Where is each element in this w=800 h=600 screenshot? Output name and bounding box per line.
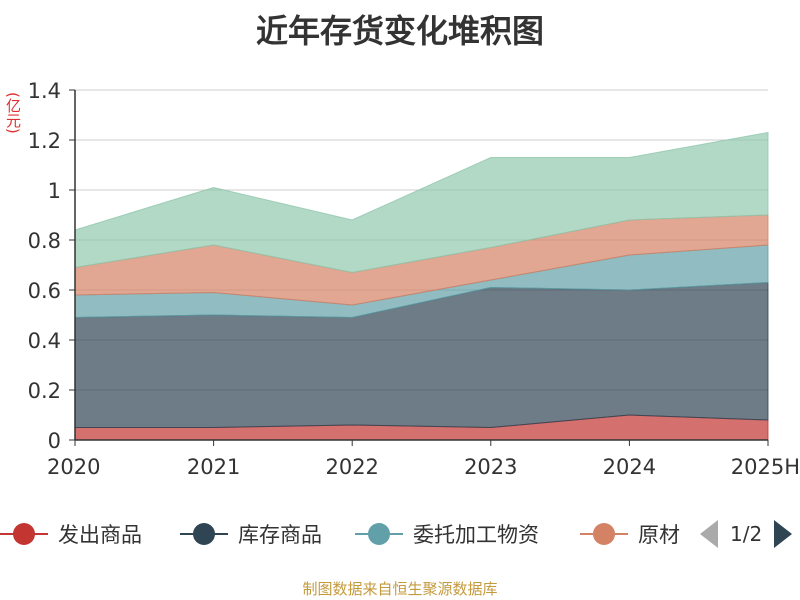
legend-item[interactable]: 委托加工物资 [355, 512, 539, 556]
y-tick-label: 0.2 [28, 379, 61, 403]
chart-title: 近年存货变化堆积图 [255, 12, 544, 50]
y-tick-label: 1.2 [28, 129, 61, 153]
legend-item[interactable]: 原材 [580, 512, 680, 556]
stacked-area-chart: 0 0.2 0.4 0.6 0.8 1 1.2 1.4 2020 2021 2022 2023 2024… [28, 79, 800, 479]
legend: 发出商品 库存商品 委托加工物资 原材 1/2 [0, 512, 800, 556]
legend-swatch-icon [580, 523, 628, 545]
legend-swatch-icon [0, 523, 48, 545]
y-tick-label: 0.8 [28, 229, 61, 253]
area-series-5 [74, 131, 769, 274]
y-tick-label: 0.4 [28, 329, 61, 353]
x-tick-label: 2022 [325, 455, 378, 479]
legend-next-page-icon[interactable] [774, 520, 793, 548]
legend-item[interactable]: 库存商品 [180, 512, 322, 556]
x-tick-label: 2025H [731, 455, 800, 479]
data-source-note: 制图数据来自恒生聚源数据库 [302, 580, 498, 598]
x-tick-label: 2020 [47, 455, 100, 479]
x-tick-label: 2023 [464, 455, 517, 479]
legend-label: 原材 [638, 523, 680, 547]
legend-items: 发出商品 库存商品 委托加工物资 原材 [0, 512, 683, 556]
y-tick-label: 1 [48, 179, 61, 203]
y-tick-label: 1.4 [28, 79, 61, 103]
legend-prev-page-icon[interactable] [700, 520, 718, 548]
x-tick-label: 2021 [187, 455, 240, 479]
y-tick-label: 0 [48, 429, 61, 453]
y-tick-label: 0.6 [28, 279, 61, 303]
legend-swatch-icon [180, 523, 228, 545]
y-axis-unit: (亿元) [4, 92, 22, 134]
legend-swatch-icon [355, 523, 403, 545]
legend-pagination: 1/2 [700, 512, 793, 556]
legend-item[interactable]: 发出商品 [0, 512, 142, 556]
legend-page-indicator: 1/2 [730, 522, 763, 546]
x-tick-label: 2024 [603, 455, 656, 479]
legend-label: 委托加工物资 [413, 523, 539, 547]
legend-label: 库存商品 [238, 523, 322, 547]
legend-label: 发出商品 [58, 523, 142, 547]
